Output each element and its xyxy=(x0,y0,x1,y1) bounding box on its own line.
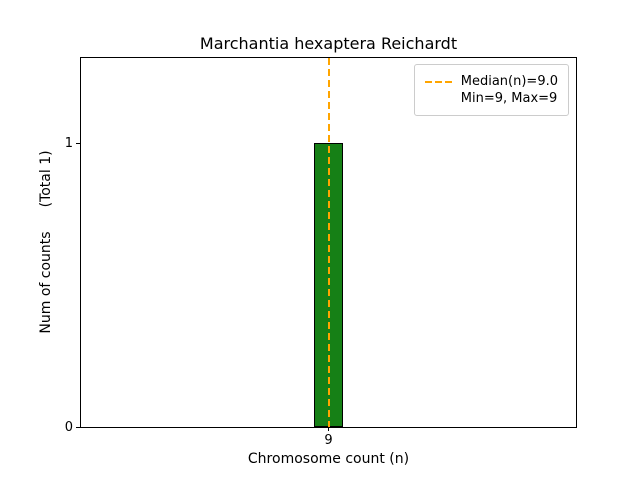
y-tick-mark xyxy=(76,142,80,144)
legend-label-median: Median(n)=9.0 xyxy=(460,74,558,89)
x-axis-label: Chromosome count (n) xyxy=(247,451,410,467)
y-tick-label: 0 xyxy=(64,419,73,435)
y-axis-label: Num of counts (Total 1) xyxy=(38,150,54,333)
legend: Median(n)=9.0 Min=9, Max=9 xyxy=(413,64,569,116)
legend-row-minmax: Min=9, Max=9 xyxy=(425,91,558,106)
y-axis-label-text: Num of counts xyxy=(38,231,54,334)
legend-row-median: Median(n)=9.0 xyxy=(424,74,558,89)
legend-label-minmax: Min=9, Max=9 xyxy=(460,91,558,106)
chart-title: Marchantia hexaptera Reichardt xyxy=(199,34,458,53)
plot-area: Median(n)=9.0 Min=9, Max=9 0 1 9 xyxy=(65,57,577,448)
y-tick-label: 1 xyxy=(64,135,73,151)
x-tick-mark xyxy=(328,427,329,431)
y-tick-mark xyxy=(76,426,80,428)
median-dash-icon xyxy=(424,80,453,83)
median-line xyxy=(327,58,330,427)
x-tick-label: 9 xyxy=(324,433,333,448)
y-axis-total-text: (Total 1) xyxy=(38,150,54,208)
legend-symbol-spacer xyxy=(425,98,453,100)
